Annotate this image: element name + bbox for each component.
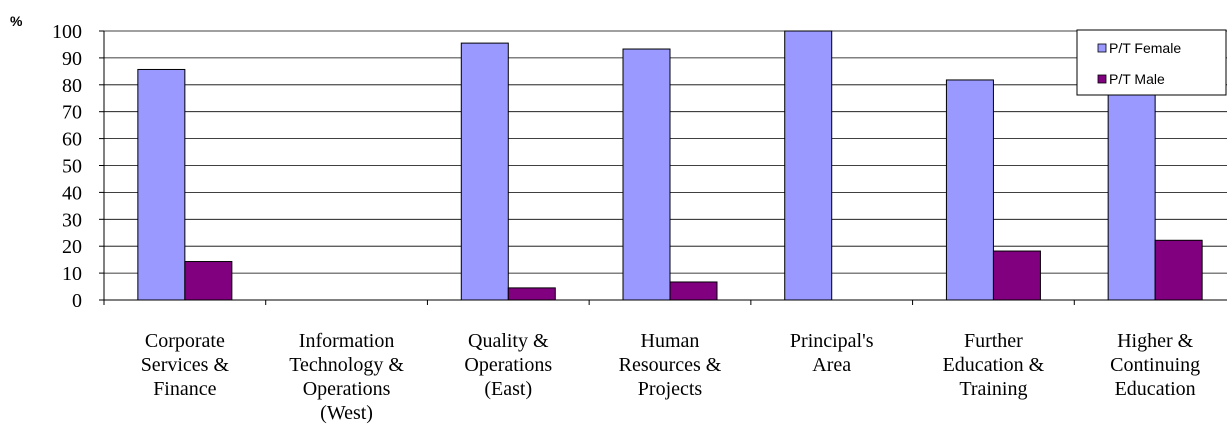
bar-male: [1154, 239, 1203, 301]
x-tick-label-line: Human: [641, 330, 700, 352]
x-tick-label-line: Information: [299, 330, 395, 352]
legend-label-male: P/T Male: [1109, 71, 1165, 87]
x-tick-label-line: (East): [484, 378, 532, 400]
x-tick-label-line: Operations: [303, 378, 391, 400]
x-tick-label-line: Area: [812, 354, 851, 376]
y-tick-label: 90: [62, 48, 82, 70]
axes: 0 10 20 30 40 50 60 70 80 90 100 Corporate Services …: [52, 21, 1227, 424]
y-tick-label: 100: [52, 21, 82, 43]
x-tick-label-line: Technology &: [289, 354, 404, 376]
x-tick-label: Quality & Operations (East): [464, 330, 552, 400]
bar-female: [945, 79, 994, 301]
y-tick-label: 20: [62, 236, 82, 258]
x-tick-label: Information Technology & Operations (West): [289, 330, 404, 424]
x-tick-label-line: Finance: [153, 378, 216, 400]
x-tick-label: Higher & Continuing Education: [1110, 330, 1200, 400]
bar-female: [784, 30, 833, 301]
x-tick-label-line: Principal's: [790, 330, 874, 352]
bar-male: [669, 281, 718, 301]
legend-swatch-female: [1097, 43, 1107, 53]
y-tick-label: 60: [62, 129, 82, 151]
bar-female: [137, 68, 186, 301]
x-tick-label-line: Higher &: [1117, 330, 1194, 352]
x-tick-label-line: Quality &: [468, 330, 549, 352]
y-tick-label: 70: [62, 102, 82, 124]
x-tick-label-line: Continuing: [1110, 354, 1200, 376]
x-tick-label-line: Education: [1115, 378, 1196, 400]
x-tick-label-line: Corporate: [145, 330, 225, 352]
legend-swatch-male: [1097, 74, 1107, 84]
x-tick-label-line: Training: [959, 378, 1027, 400]
legend-label-female: P/T Female: [1109, 40, 1181, 56]
bar-female: [1107, 90, 1156, 301]
x-tick-label-line: (West): [320, 402, 373, 424]
y-tick-label: 0: [72, 290, 82, 312]
y-tick-label: 80: [62, 75, 82, 97]
y-tick-label: 30: [62, 209, 82, 231]
legend: P/T Female P/T Male: [1076, 29, 1227, 96]
bar-female: [460, 42, 509, 301]
x-tick-label: Human Resources & Projects: [619, 330, 722, 400]
y-axis-unit-label: %: [10, 13, 23, 29]
x-tick-label-line: Resources &: [619, 354, 722, 376]
x-tick-label-line: Further: [964, 330, 1023, 352]
x-tick-label: Corporate Services & Finance: [141, 330, 230, 400]
x-tick-label-line: Projects: [638, 378, 703, 400]
bar-male: [992, 250, 1041, 301]
x-tick-label: Further Education & Training: [943, 330, 1045, 400]
x-tick-label-line: Education &: [943, 354, 1045, 376]
x-tick-label: Principal's Area: [790, 330, 874, 376]
y-tick-label: 10: [62, 263, 82, 285]
bar-male: [184, 261, 233, 301]
bar-male: [507, 287, 556, 301]
bar-female: [622, 48, 671, 301]
legend-box: [1076, 29, 1227, 96]
x-tick-label-line: Operations: [464, 354, 552, 376]
x-tick-label-line: Services &: [141, 354, 230, 376]
y-tick-label: 50: [62, 156, 82, 178]
y-tick-label: 40: [62, 182, 82, 204]
